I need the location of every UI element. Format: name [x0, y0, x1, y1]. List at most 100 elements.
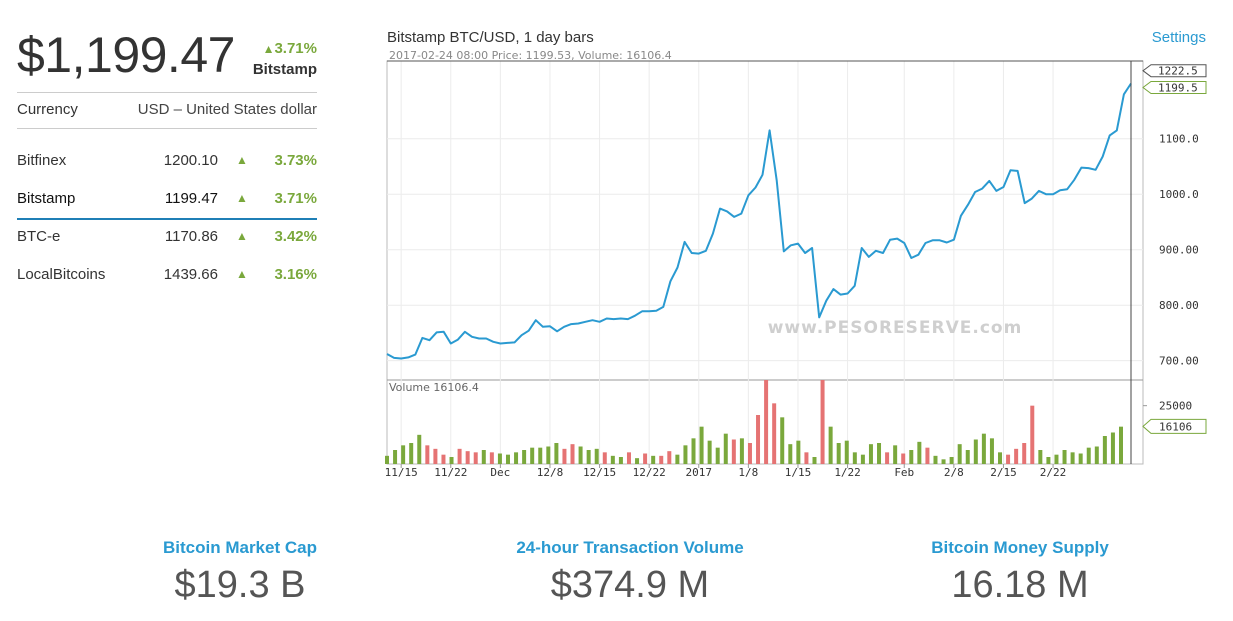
volume-bar: [481, 450, 486, 464]
volume-bar: [901, 453, 906, 464]
up-arrow-icon: ▲: [236, 153, 248, 167]
volume-bar: [989, 438, 994, 464]
volume-bar: [643, 453, 648, 464]
volume-bar: [1110, 432, 1115, 464]
volume-bar: [893, 445, 898, 464]
exchange-price: 1439.66: [163, 266, 218, 283]
volume-label: Volume 16106.4: [389, 381, 479, 394]
exchange-row-btce[interactable]: BTC-e 1170.86 ▲ 3.42%: [17, 220, 317, 258]
volume-bar: [860, 454, 865, 464]
exchange-change: 3.73%: [274, 152, 317, 169]
y-tick-label: 700.00: [1159, 355, 1199, 368]
y-tick-label: 900.00: [1159, 244, 1199, 257]
exchange-row-bitstamp[interactable]: Bitstamp 1199.47 ▲ 3.71%: [17, 182, 317, 220]
headline-change: ▲3.71%: [263, 40, 317, 57]
exchange-price: 1170.86: [164, 228, 218, 245]
volume-bar: [909, 450, 914, 464]
volume-bar: [1078, 453, 1083, 464]
volume-bar: [489, 452, 494, 464]
volume-bar: [1038, 450, 1043, 464]
volume-bar: [1054, 454, 1059, 464]
stat-value: 16.18 M: [951, 564, 1089, 606]
volume-bar: [917, 441, 922, 464]
crosshair-price-label: 1222.5: [1158, 65, 1198, 78]
currency-value[interactable]: USD – United States dollar: [137, 101, 317, 118]
volume-bar: [820, 380, 825, 464]
watermark: www.PESORESERVE.com: [768, 318, 1023, 338]
exchange-price: 1200.10: [163, 152, 218, 169]
volume-bar: [852, 452, 857, 464]
volume-bar: [1119, 426, 1123, 464]
y-tick-label: 800.00: [1159, 299, 1199, 312]
stat-value: $374.9 M: [550, 564, 710, 606]
volume-bar: [433, 448, 438, 464]
headline-price: $1,199.47: [17, 27, 235, 83]
volume-bar: [610, 455, 615, 464]
volume-tick-label: 25000: [1159, 400, 1192, 413]
volume-bar: [659, 455, 664, 464]
volume-bar: [739, 438, 744, 464]
stat-value: $19.3 B: [174, 564, 306, 606]
x-tick-label: 12/8: [537, 466, 564, 479]
volume-bar: [602, 452, 607, 464]
volume-bar: [1094, 446, 1099, 464]
volume-bar: [505, 454, 510, 464]
volume-bar: [385, 455, 389, 464]
volume-bar: [1006, 454, 1011, 464]
volume-bar: [812, 457, 817, 464]
exchange-row-localbitcoins[interactable]: LocalBitcoins 1439.66 ▲ 3.16%: [17, 258, 317, 296]
volume-bar: [957, 444, 962, 464]
volume-bar: [868, 444, 873, 464]
x-tick-label: 2/22: [1040, 466, 1067, 479]
volume-bar: [393, 450, 398, 464]
settings-link[interactable]: Settings: [1151, 29, 1206, 46]
stat-label: Bitcoin Money Supply: [931, 538, 1109, 557]
volume-bar: [497, 453, 502, 464]
volume-bar: [699, 426, 704, 464]
x-tick-label: 11/15: [385, 466, 418, 479]
volume-bar: [1062, 450, 1067, 464]
currency-selector[interactable]: Currency USD – United States dollar: [17, 92, 317, 129]
volume-bar: [554, 443, 559, 464]
stat-label: Bitcoin Market Cap: [163, 538, 317, 557]
up-arrow-icon: ▲: [236, 191, 248, 205]
exchange-change: 3.16%: [274, 266, 317, 283]
exchange-row-bitfinex[interactable]: Bitfinex 1200.10 ▲ 3.73%: [17, 144, 317, 182]
volume-bar: [626, 452, 631, 464]
volume-bar: [780, 417, 785, 464]
exchange-name: BTC-e: [17, 228, 61, 245]
headline-change-pct: 3.71%: [274, 40, 317, 57]
last-price-tag: [1142, 80, 1207, 94]
volume-bar: [562, 448, 567, 464]
volume-bar: [594, 448, 599, 464]
exchange-price: 1199.47: [164, 190, 218, 207]
price-line: [386, 82, 1132, 360]
volume-bar: [651, 455, 656, 464]
volume-bar: [578, 446, 583, 464]
volume-bar: [691, 438, 696, 464]
exchange-name: LocalBitcoins: [17, 266, 106, 283]
volume-bar: [877, 443, 882, 464]
volume-bar: [965, 450, 970, 464]
volume-bar: [925, 447, 930, 464]
volume-bar: [683, 445, 688, 464]
crosshair-info: 2017-02-24 08:00 Price: 1199.53, Volume:…: [389, 49, 672, 62]
x-tick-label: 1/22: [834, 466, 861, 479]
volume-bar: [796, 440, 801, 464]
last-price-label: 1199.5: [1158, 81, 1198, 94]
volume-bar: [715, 447, 720, 464]
x-tick-label: Feb: [894, 466, 914, 479]
volume-bar: [1022, 443, 1027, 464]
x-tick-label: 2017: [686, 466, 713, 479]
volume-bar: [586, 450, 591, 464]
stat-transaction-volume: 24-hour Transaction Volume $374.9 M: [430, 538, 830, 607]
volume-bar: [844, 440, 849, 464]
volume-bar: [473, 452, 478, 464]
volume-bar: [409, 443, 414, 464]
exchange-name: Bitstamp: [17, 190, 76, 207]
volume-bar: [449, 457, 454, 464]
volume-bar: [747, 443, 752, 464]
volume-bar: [764, 380, 769, 464]
price-chart[interactable]: 700.00 800.00 900.00 1000.0 1100.0 11/15 11/22…: [0, 0, 1233, 500]
volume-bar: [1046, 457, 1051, 464]
